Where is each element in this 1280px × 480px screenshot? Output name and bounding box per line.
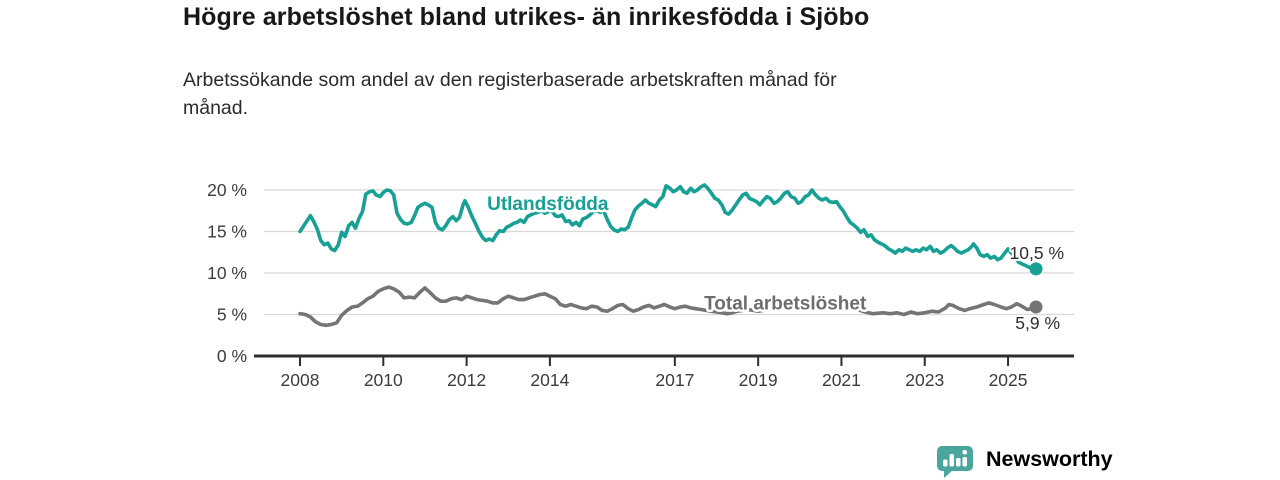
series-end-value-label-0: 10,5 % (1010, 243, 1064, 263)
newsworthy-logo-icon (937, 446, 973, 478)
x-axis-tick-label: 2023 (905, 370, 944, 390)
newsworthy-logo: Newsworthy (936, 445, 1113, 479)
page-title: Högre arbetslöshet bland utrikes- än inr… (183, 3, 870, 31)
chart-subtitle: Arbetssökande som andel av den registerb… (183, 69, 837, 119)
x-axis-tick-label: 2012 (447, 370, 486, 390)
x-axis-tick-label: 2017 (655, 370, 694, 390)
x-axis-tick-label: 2021 (822, 370, 861, 390)
x-axis-tick-label: 2019 (739, 370, 778, 390)
y-axis-tick-label: 0 % (217, 346, 247, 366)
series-inline-label-0: Utlandsfödda (487, 194, 609, 215)
x-axis-tick-label: 2008 (281, 370, 320, 390)
series-end-dot-1 (1029, 300, 1043, 314)
y-axis-tick-label: 10 % (207, 263, 247, 283)
series-line-0 (298, 183, 1038, 271)
series-end-dot-0 (1029, 262, 1043, 276)
x-axis-tick-label: 2014 (530, 370, 569, 390)
y-axis-tick-label: 15 % (207, 222, 247, 242)
series-end-value-label-1: 5,9 % (1015, 313, 1060, 333)
series-line-1 (298, 285, 1038, 328)
series-inline-label-1: Total arbetslöshet (704, 293, 867, 314)
x-axis-tick-label: 2010 (364, 370, 403, 390)
y-axis-tick-label: 20 % (207, 180, 247, 200)
x-axis-tick-label: 2025 (989, 370, 1028, 390)
y-axis-tick-label: 5 % (217, 305, 247, 325)
newsworthy-logo-text: Newsworthy (986, 447, 1113, 471)
